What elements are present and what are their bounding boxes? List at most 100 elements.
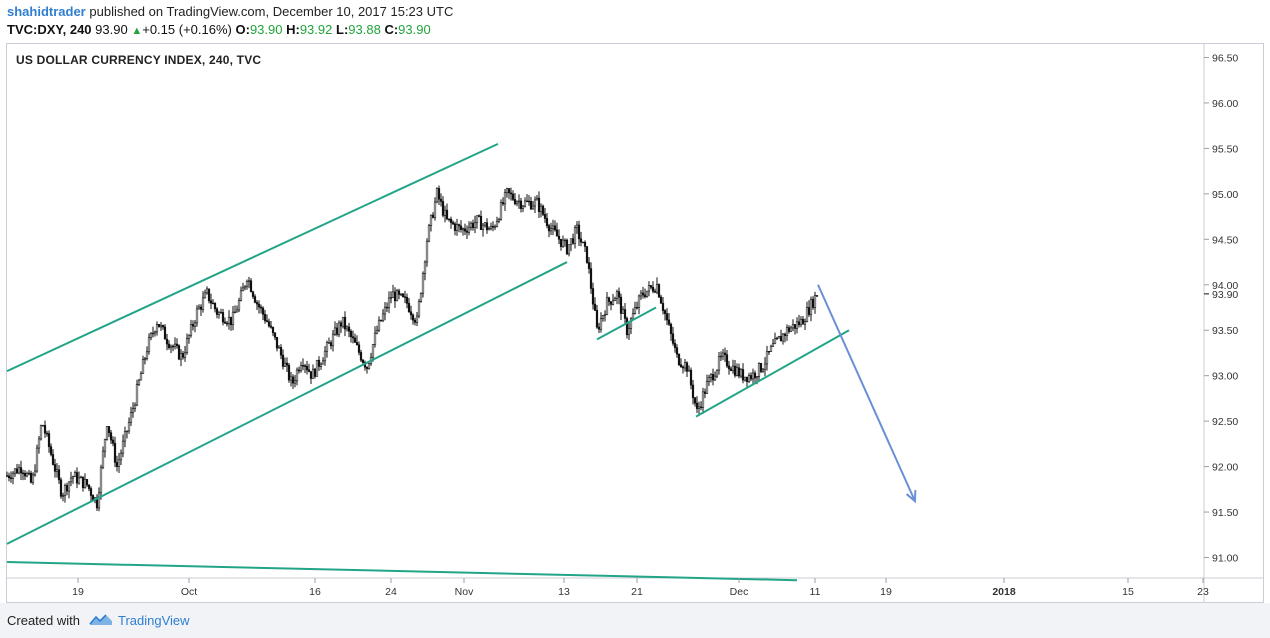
candle-body	[779, 336, 783, 342]
candle-body	[63, 485, 67, 496]
candle-body	[325, 342, 329, 352]
candle-body	[239, 290, 243, 301]
candle-body	[655, 284, 659, 293]
candle-body	[507, 188, 511, 194]
candle-body	[591, 288, 595, 305]
candle-body	[595, 310, 599, 328]
candle-body	[467, 226, 471, 233]
candle-body	[135, 384, 139, 406]
candle-body	[355, 342, 359, 346]
candle-body	[243, 285, 247, 289]
footer	[0, 603, 1270, 638]
candle-body	[445, 209, 449, 220]
candle-body	[55, 469, 59, 472]
candle-body	[649, 285, 653, 288]
candle-body	[393, 291, 397, 302]
candle-body	[67, 481, 71, 492]
candle-body	[337, 322, 341, 335]
candle-body	[213, 303, 217, 310]
candle-body	[557, 235, 561, 240]
candle-body	[17, 467, 21, 474]
candle-body	[605, 297, 609, 315]
candle-body	[705, 380, 709, 394]
candle-body	[187, 334, 191, 339]
tradingview-logo-icon[interactable]	[88, 612, 114, 628]
candle-body	[635, 307, 639, 309]
candle-body	[201, 297, 205, 310]
trendline[interactable]	[6, 561, 798, 582]
candle-body	[83, 479, 87, 488]
candle-body	[225, 322, 229, 325]
candle-body	[231, 311, 235, 326]
candle-body	[811, 299, 815, 308]
candle-body	[39, 425, 43, 440]
candle-body	[147, 337, 151, 353]
candle-body	[271, 326, 275, 334]
candle-body	[409, 311, 413, 316]
price-tick-label: 92.50	[1212, 416, 1238, 428]
trendline[interactable]	[596, 306, 657, 341]
candle-body	[323, 350, 327, 362]
candle-body	[739, 369, 743, 377]
candle-body	[679, 364, 683, 368]
candle-body	[13, 468, 17, 474]
candle-body	[281, 354, 285, 367]
candle-body	[483, 222, 487, 226]
candle-body	[771, 343, 775, 347]
candle-body	[577, 224, 581, 240]
author-link[interactable]: shahidtrader	[7, 4, 86, 19]
trendline[interactable]	[695, 329, 850, 418]
candle-body	[487, 228, 491, 231]
candle-body	[447, 218, 451, 220]
price-axis[interactable]: 96.50 96.00 95.50 95.00 94.50 94.00 93.50 93.00…	[1204, 53, 1238, 565]
candle-body	[153, 331, 157, 334]
candle-body	[783, 333, 787, 336]
candle-body	[513, 199, 517, 205]
candle-body	[41, 425, 45, 427]
candle-body	[321, 360, 325, 365]
candle-body	[625, 318, 629, 336]
high-label: H:	[286, 22, 300, 37]
candle-body	[711, 374, 715, 381]
candle-body	[383, 306, 387, 315]
candle-body	[293, 380, 297, 384]
candle-body	[283, 362, 287, 367]
candle-body	[117, 459, 121, 467]
candle-body	[11, 472, 15, 479]
price-tick-label: 96.00	[1212, 98, 1238, 110]
candle-body	[193, 322, 197, 327]
price-tick-label: 96.50	[1212, 53, 1238, 65]
candle-body	[505, 188, 509, 193]
chart-title: US DOLLAR CURRENCY INDEX, 240, TVC	[16, 53, 262, 67]
tradingview-brand-link[interactable]: TradingView	[118, 613, 190, 628]
candle-body	[421, 273, 425, 294]
candle-body	[751, 372, 755, 380]
time-tick-label: Nov	[455, 586, 474, 598]
candle-body	[157, 324, 161, 328]
candle-body	[479, 216, 483, 231]
candle-body	[681, 366, 685, 369]
candle-body	[767, 350, 771, 353]
candle-body	[29, 472, 33, 483]
candle-body	[401, 293, 405, 298]
trendline[interactable]	[6, 142, 499, 373]
price-tick-label: 94.50	[1212, 234, 1238, 246]
time-axis[interactable]: 19 Oct 16 24 Nov 13 21 Dec 11 19 2018 15 23	[72, 578, 1209, 598]
annotations-group[interactable]	[6, 142, 917, 582]
candle-body	[315, 359, 319, 377]
projection-arrow[interactable]	[817, 284, 916, 502]
candle-body	[61, 495, 65, 497]
candle-body	[253, 296, 257, 303]
candle-body	[85, 479, 89, 486]
publish-line: shahidtrader published on TradingView.co…	[7, 4, 453, 19]
candle-body	[313, 368, 317, 377]
candle-body	[167, 343, 171, 349]
candle-body	[659, 296, 663, 304]
candle-body	[581, 241, 585, 244]
price-chart[interactable]: 96.50 96.00 95.50 95.00 94.50 94.00 93.50 93.00…	[6, 43, 1264, 603]
trendline[interactable]	[6, 261, 568, 545]
candle-body	[175, 343, 179, 347]
candle-body	[195, 308, 199, 324]
candle-body	[439, 198, 443, 202]
candle-body	[121, 440, 125, 454]
